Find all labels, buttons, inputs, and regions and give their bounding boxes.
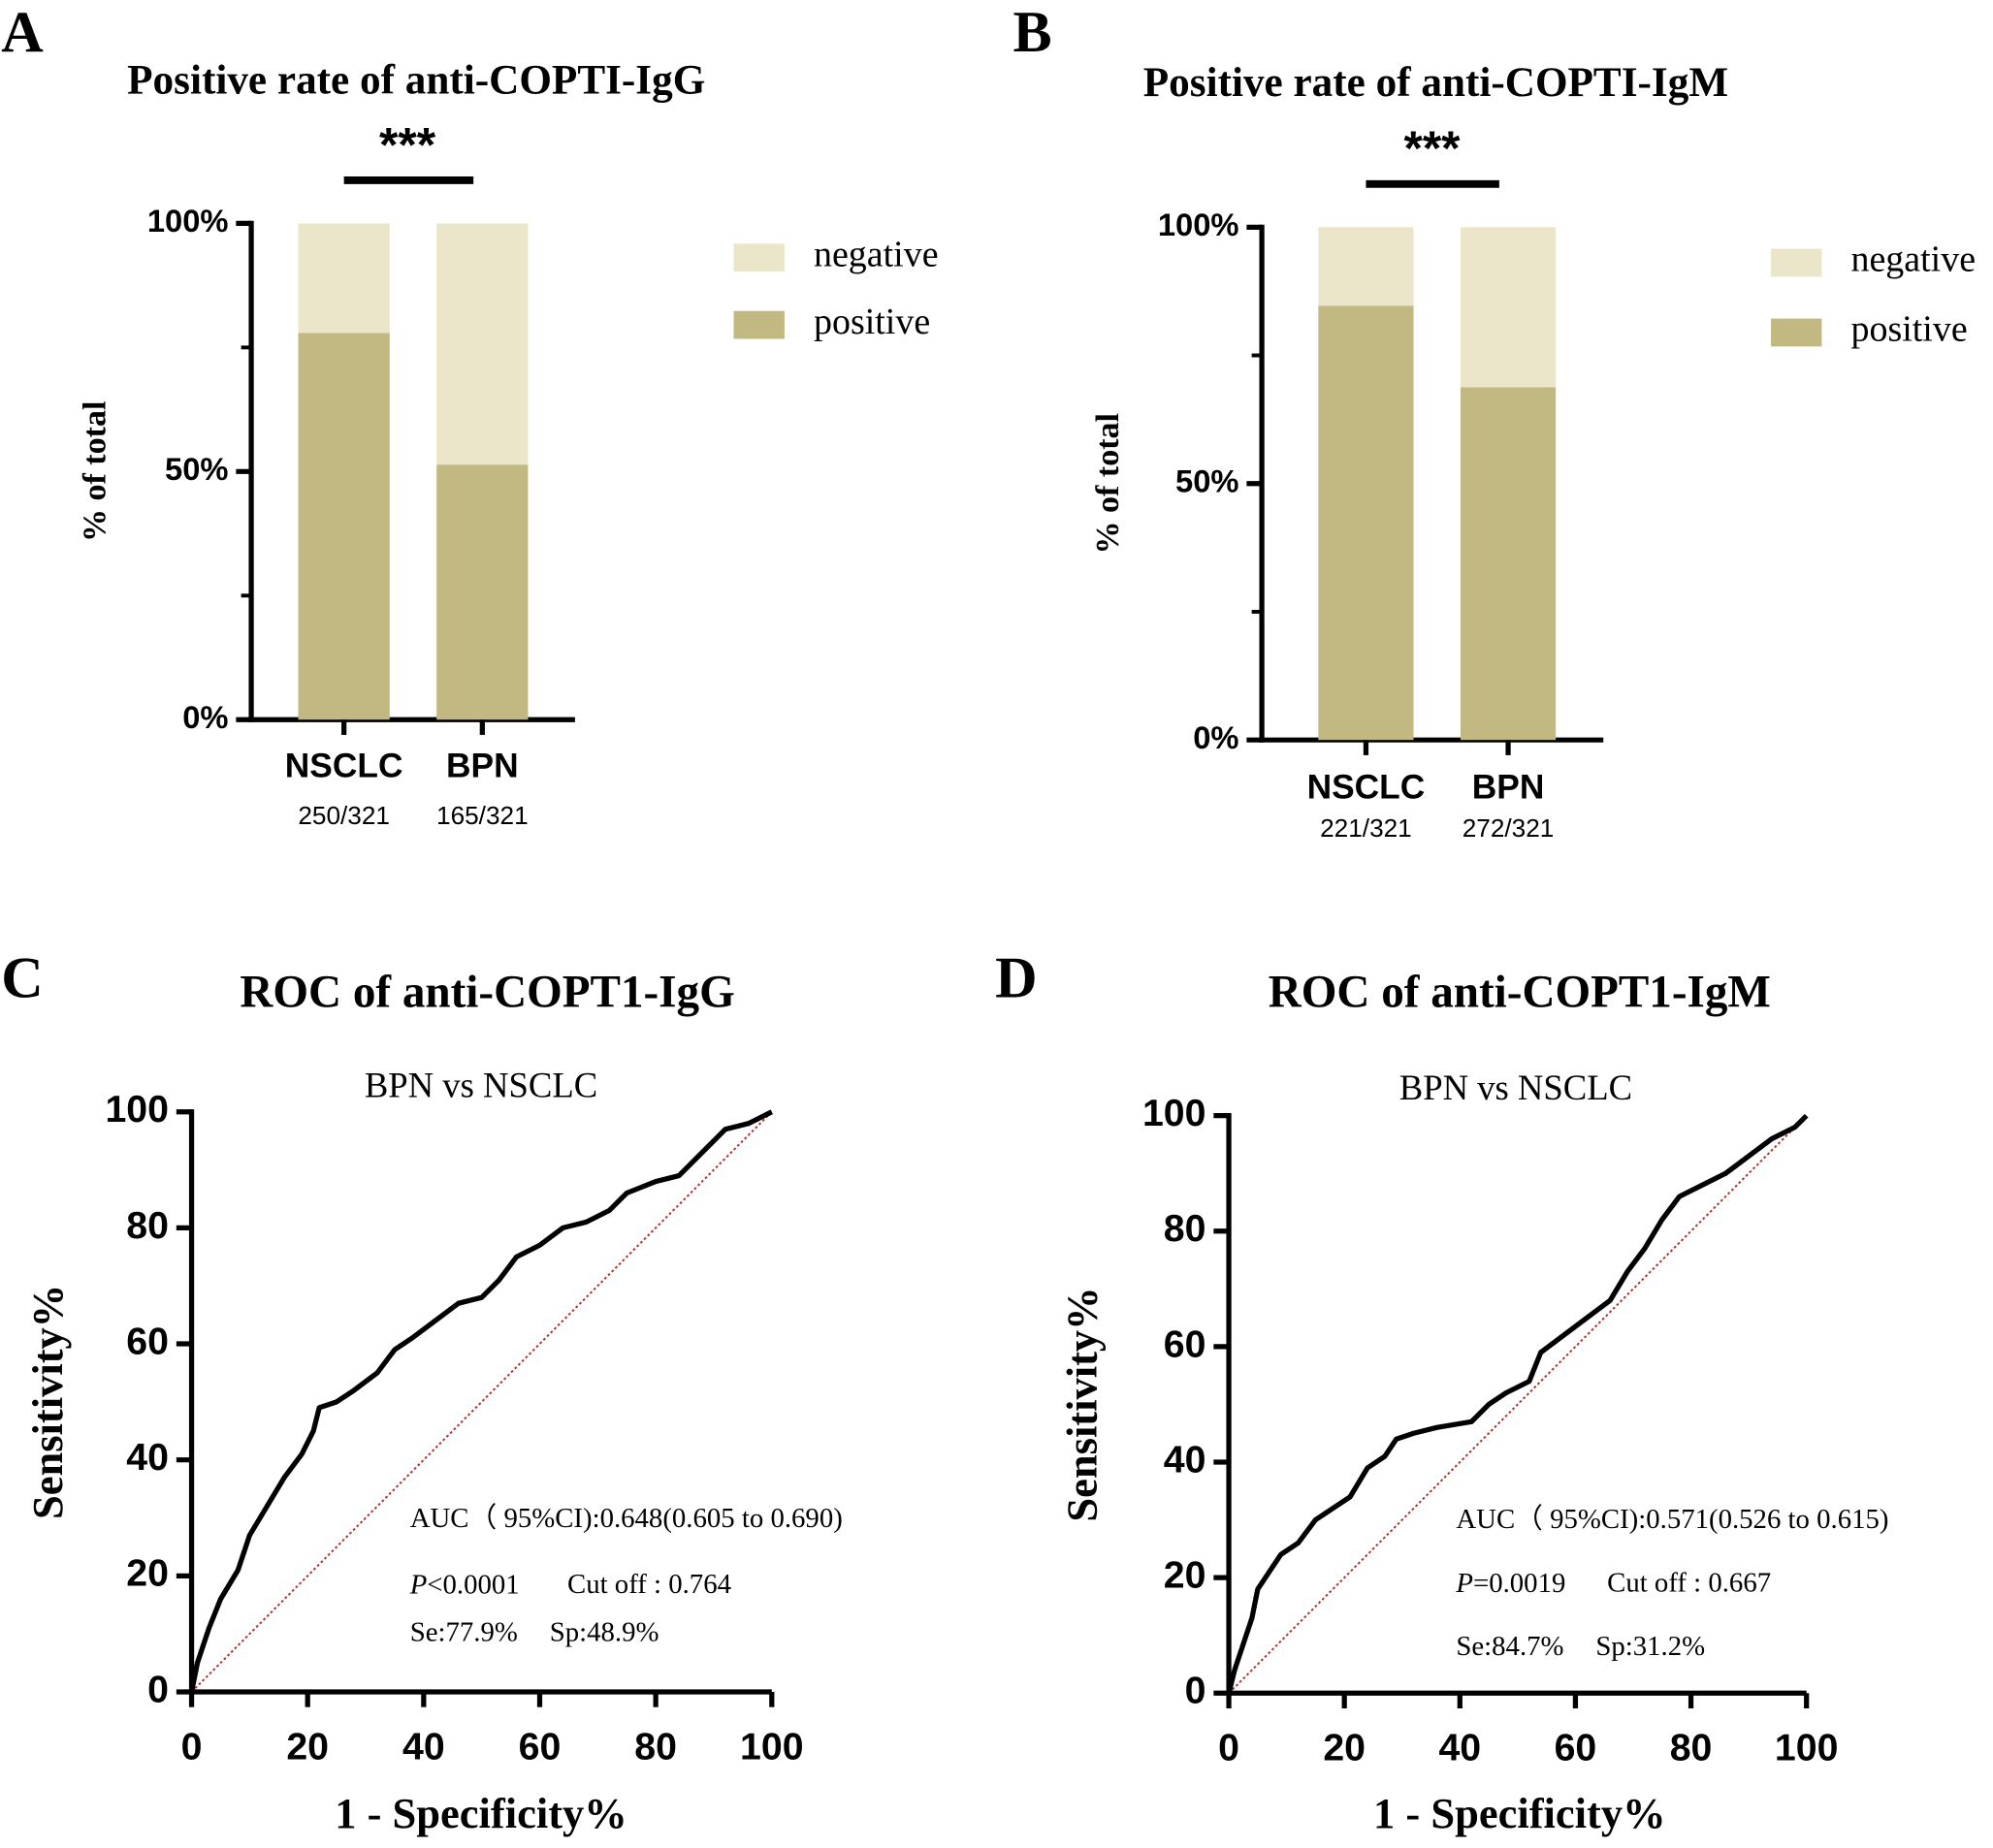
bar-segment: [1318, 305, 1414, 741]
reference-line: [1228, 1114, 1808, 1694]
x-tick-label: 20: [286, 1725, 329, 1768]
p-label: P: [409, 1569, 428, 1600]
panel-label: C: [1, 945, 43, 1010]
x-axis-label: 1 - Specificity%: [335, 1789, 627, 1837]
annotation: AUC（ 95%CI):0.648(0.605 to 0.690): [410, 1503, 843, 1534]
annotation: Sp:48.9%: [550, 1617, 659, 1648]
x-axis-label: 1 - Specificity%: [1373, 1789, 1666, 1837]
x-tick-label: 80: [1670, 1727, 1713, 1769]
y-tick-label: 80: [126, 1204, 169, 1247]
y-tick-label: 100: [1142, 1092, 1206, 1134]
y-tick-label: 0: [147, 1668, 169, 1710]
y-axis-label: Sensitivity%: [1058, 1287, 1107, 1521]
y-tick-label: 100%: [1158, 207, 1239, 242]
annotation: P<0.0001: [409, 1569, 520, 1600]
x-tick-label: 40: [1438, 1727, 1481, 1769]
y-tick-label: 20: [126, 1552, 169, 1595]
legend-label: negative: [814, 234, 939, 274]
y-tick-label: 20: [1164, 1554, 1206, 1597]
bar-segment: [436, 223, 529, 465]
bar-segment: [436, 464, 529, 720]
y-tick-label: 40: [1164, 1438, 1206, 1481]
panel-label: A: [1, 0, 44, 65]
x-tick-label: NSCLC: [1307, 769, 1426, 807]
roc-curve: [188, 1109, 773, 1693]
annotation: AUC（ 95%CI):0.571(0.526 to 0.615): [1456, 1504, 1888, 1535]
x-tick-sublabel: 250/321: [298, 801, 390, 830]
x-tick-label: 80: [634, 1725, 677, 1768]
annotation: Sp:31.2%: [1595, 1631, 1705, 1662]
x-tick-label: 20: [1323, 1727, 1366, 1769]
x-tick-label: BPN: [1472, 769, 1545, 807]
y-tick-label: 100%: [147, 203, 229, 239]
chart-title: ROC of anti-COPT1-IgM: [1269, 967, 1771, 1017]
x-tick-label: 0: [181, 1725, 203, 1768]
legend-label: positive: [1851, 309, 1968, 350]
y-tick-label: 0%: [1193, 719, 1238, 755]
x-tick-sublabel: 221/321: [1320, 813, 1412, 843]
bar-segment: [1460, 387, 1557, 741]
p-value: =0.0019: [1473, 1568, 1565, 1599]
significance: ***: [379, 117, 436, 172]
y-axis-label: % of total: [1090, 413, 1126, 554]
y-tick-label: 80: [1164, 1207, 1206, 1250]
x-tick-label: NSCLC: [285, 747, 403, 784]
x-tick-label: BPN: [446, 747, 519, 784]
legend-swatch: [1771, 318, 1822, 347]
panel-label: B: [1013, 0, 1052, 65]
legend-swatch: [1771, 248, 1822, 277]
significance: ***: [1403, 121, 1461, 175]
x-tick-sublabel: 165/321: [436, 801, 529, 830]
y-axis-label: Sensitivity%: [23, 1285, 72, 1519]
annotation: Cut off : 0.667: [1607, 1568, 1771, 1599]
annotation: Se:84.7%: [1456, 1631, 1563, 1662]
bar-segment: [298, 223, 390, 334]
y-tick-label: 50%: [1175, 462, 1239, 498]
y-axis-label: % of total: [77, 401, 113, 542]
y-tick-label: 60: [126, 1320, 169, 1362]
bar-segment: [298, 333, 390, 720]
panel-label: D: [995, 945, 1037, 1010]
subtitle: BPN vs NSCLC: [365, 1066, 597, 1105]
annotation: P=0.0019: [1455, 1568, 1565, 1599]
x-tick-label: 0: [1218, 1727, 1239, 1769]
y-tick-label: 60: [1164, 1322, 1206, 1365]
chart-title: Positive rate of anti-COPTI-IgG: [127, 57, 705, 103]
p-value: <0.0001: [427, 1569, 519, 1600]
reference-line: [190, 1111, 773, 1693]
x-tick-label: 100: [1775, 1727, 1839, 1769]
roc-curve: [1226, 1113, 1809, 1694]
chart-title: Positive rate of anti-COPTI-IgM: [1143, 60, 1728, 106]
subtitle: BPN vs NSCLC: [1399, 1067, 1632, 1107]
x-tick-label: 100: [740, 1725, 804, 1768]
x-tick-sublabel: 272/321: [1463, 813, 1555, 843]
bar-segment: [1460, 227, 1557, 388]
y-tick-label: 100: [105, 1088, 169, 1131]
annotation: Se:77.9%: [410, 1617, 518, 1648]
legend-swatch: [733, 243, 785, 272]
x-tick-label: 40: [402, 1725, 445, 1768]
y-tick-label: 40: [126, 1436, 169, 1479]
bar-segment: [1318, 227, 1414, 306]
legend-swatch: [733, 310, 785, 339]
x-tick-label: 60: [1555, 1727, 1597, 1769]
annotation: Cut off : 0.764: [567, 1569, 731, 1600]
y-tick-label: 0%: [182, 699, 228, 735]
y-tick-label: 0: [1185, 1670, 1206, 1712]
p-label: P: [1455, 1568, 1473, 1599]
legend-label: negative: [1851, 239, 1977, 280]
legend-label: positive: [814, 302, 930, 342]
x-tick-label: 60: [519, 1725, 562, 1768]
y-tick-label: 50%: [165, 451, 229, 487]
chart-title: ROC of anti-COPT1-IgG: [240, 967, 734, 1017]
